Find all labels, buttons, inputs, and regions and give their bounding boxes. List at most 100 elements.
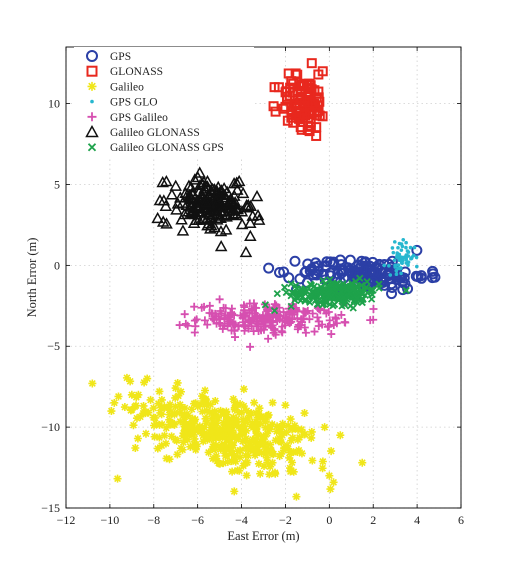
data-point: [382, 263, 386, 268]
data-point: [327, 447, 336, 456]
data-point: [328, 256, 340, 268]
data-point: [254, 459, 263, 468]
data-point: [416, 272, 427, 284]
data-point: [264, 410, 273, 419]
data-point: [406, 263, 410, 267]
data-point: [201, 414, 210, 423]
legend-marker: [85, 124, 99, 138]
data-point: [113, 474, 122, 483]
data-point: [246, 342, 255, 351]
data-point: [397, 241, 402, 246]
data-point: [284, 444, 293, 453]
legend-label: Galileo: [110, 81, 144, 93]
data-point: [228, 426, 237, 435]
data-point: [266, 440, 275, 449]
data-point: [169, 179, 182, 191]
data-point: [173, 378, 182, 387]
data-point: [222, 201, 236, 214]
data-point: [219, 431, 228, 440]
data-point: [300, 430, 309, 439]
data-point: [171, 384, 180, 393]
data-point: [133, 434, 142, 443]
data-point: [332, 319, 341, 328]
legend-label: Galileo GLONASS GPS: [110, 142, 224, 154]
x-tick-label: −8: [147, 513, 160, 527]
data-point: [293, 435, 302, 444]
data-point: [367, 276, 379, 288]
data-point: [392, 258, 397, 262]
data-point: [250, 189, 264, 202]
data-point: [404, 253, 409, 257]
legend-marker: [86, 65, 98, 77]
data-point: [404, 257, 408, 262]
data-point: [193, 166, 206, 178]
data-point: [404, 240, 408, 245]
data-point: [203, 320, 212, 329]
data-point: [287, 436, 296, 445]
series-galileo-glonass: [151, 166, 266, 258]
data-point: [387, 263, 391, 268]
data-point: [210, 315, 219, 324]
data-point: [281, 401, 290, 410]
y-tick-label: 5: [54, 177, 60, 191]
y-tick-label: 0: [54, 258, 60, 272]
data-point: [160, 431, 169, 440]
data-point: [292, 102, 303, 113]
data-point: [171, 197, 185, 209]
data-point: [230, 326, 239, 335]
x-tick-label: 6: [458, 513, 464, 527]
data-point: [202, 419, 211, 428]
data-point: [230, 403, 239, 412]
data-point: [312, 107, 323, 118]
data-point: [222, 407, 231, 416]
data-point: [155, 387, 164, 396]
data-point: [254, 319, 263, 328]
data-point: [386, 282, 398, 294]
data-point: [216, 319, 225, 328]
data-point: [246, 209, 259, 221]
data-point: [307, 291, 316, 300]
data-point: [307, 269, 319, 281]
data-point: [234, 432, 243, 441]
data-point: [157, 395, 166, 404]
data-point: [193, 426, 202, 435]
data-point: [290, 289, 298, 297]
data-point: [223, 457, 232, 466]
data-point: [366, 316, 375, 325]
data-point: [363, 289, 371, 297]
data-point: [249, 422, 258, 431]
data-point: [183, 435, 192, 444]
data-point: [285, 308, 294, 317]
data-point: [180, 198, 193, 210]
data-point: [160, 403, 169, 412]
data-point: [176, 400, 185, 409]
data-point: [232, 414, 241, 423]
data-point: [203, 431, 212, 440]
data-point: [278, 103, 289, 114]
data-point: [263, 262, 275, 274]
data-point: [206, 400, 215, 409]
data-point: [132, 414, 141, 423]
data-point: [228, 195, 242, 208]
data-point: [273, 422, 282, 431]
data-point: [266, 422, 275, 431]
data-point: [191, 441, 200, 450]
data-point: [266, 462, 275, 471]
data-point: [300, 409, 309, 418]
data-point: [155, 420, 164, 429]
data-point: [223, 319, 232, 328]
data-point: [255, 404, 264, 413]
data-point: [395, 253, 400, 257]
data-point: [388, 273, 393, 277]
data-point: [228, 467, 237, 476]
legend-marker: [87, 81, 97, 91]
data-point: [288, 315, 297, 324]
data-point: [214, 196, 228, 208]
data-point: [299, 314, 308, 323]
data-point: [344, 254, 356, 266]
data-point: [292, 492, 301, 501]
legend-item: GPS: [86, 50, 131, 63]
data-point: [242, 426, 251, 435]
data-point: [408, 245, 413, 250]
